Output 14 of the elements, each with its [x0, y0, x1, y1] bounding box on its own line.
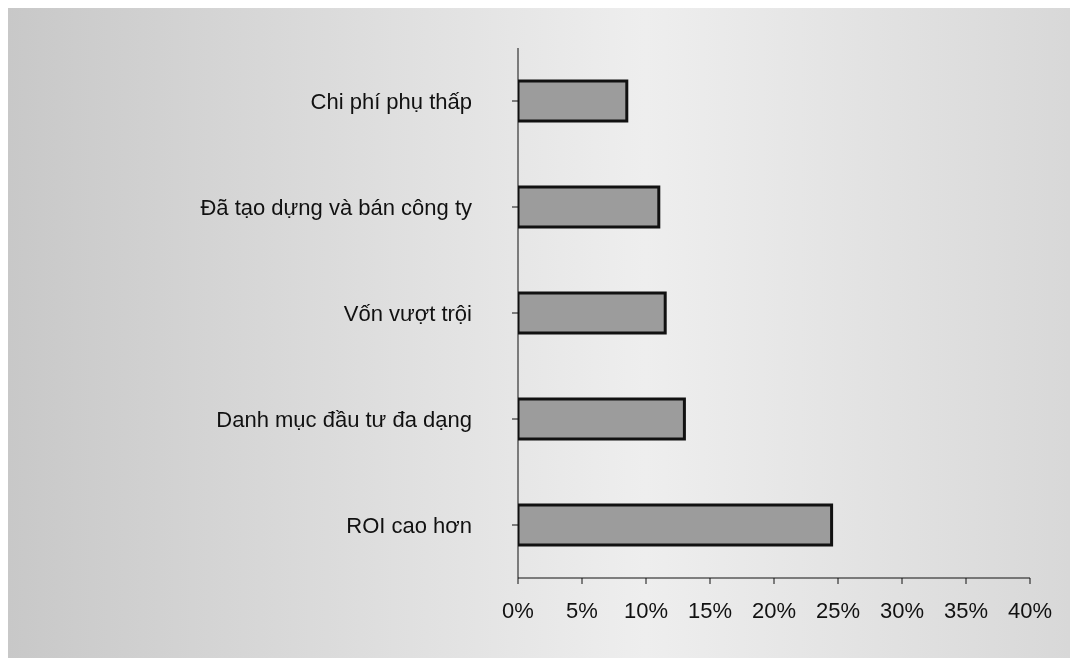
y-tick-label: Đã tạo dựng và bán công ty [200, 194, 472, 220]
y-tick-label: Chi phí phụ thấp [310, 88, 472, 114]
x-tick-label: 10% [623, 597, 669, 623]
x-tick-label: 35% [943, 597, 989, 623]
x-tick-label: 40% [1007, 597, 1053, 623]
x-tick-label: 15% [687, 597, 733, 623]
x-tick-label: 30% [879, 597, 925, 623]
x-tick-label: 0% [502, 597, 534, 623]
x-tick-label: 5% [566, 597, 598, 623]
y-tick-label: ROI cao hơn [346, 512, 472, 538]
x-tick-label: 20% [751, 597, 797, 623]
x-tick-label: 25% [815, 597, 861, 623]
y-tick-label: Danh mục đầu tư đa dạng [216, 406, 472, 432]
y-tick-label: Vốn vượt trội [343, 300, 472, 326]
